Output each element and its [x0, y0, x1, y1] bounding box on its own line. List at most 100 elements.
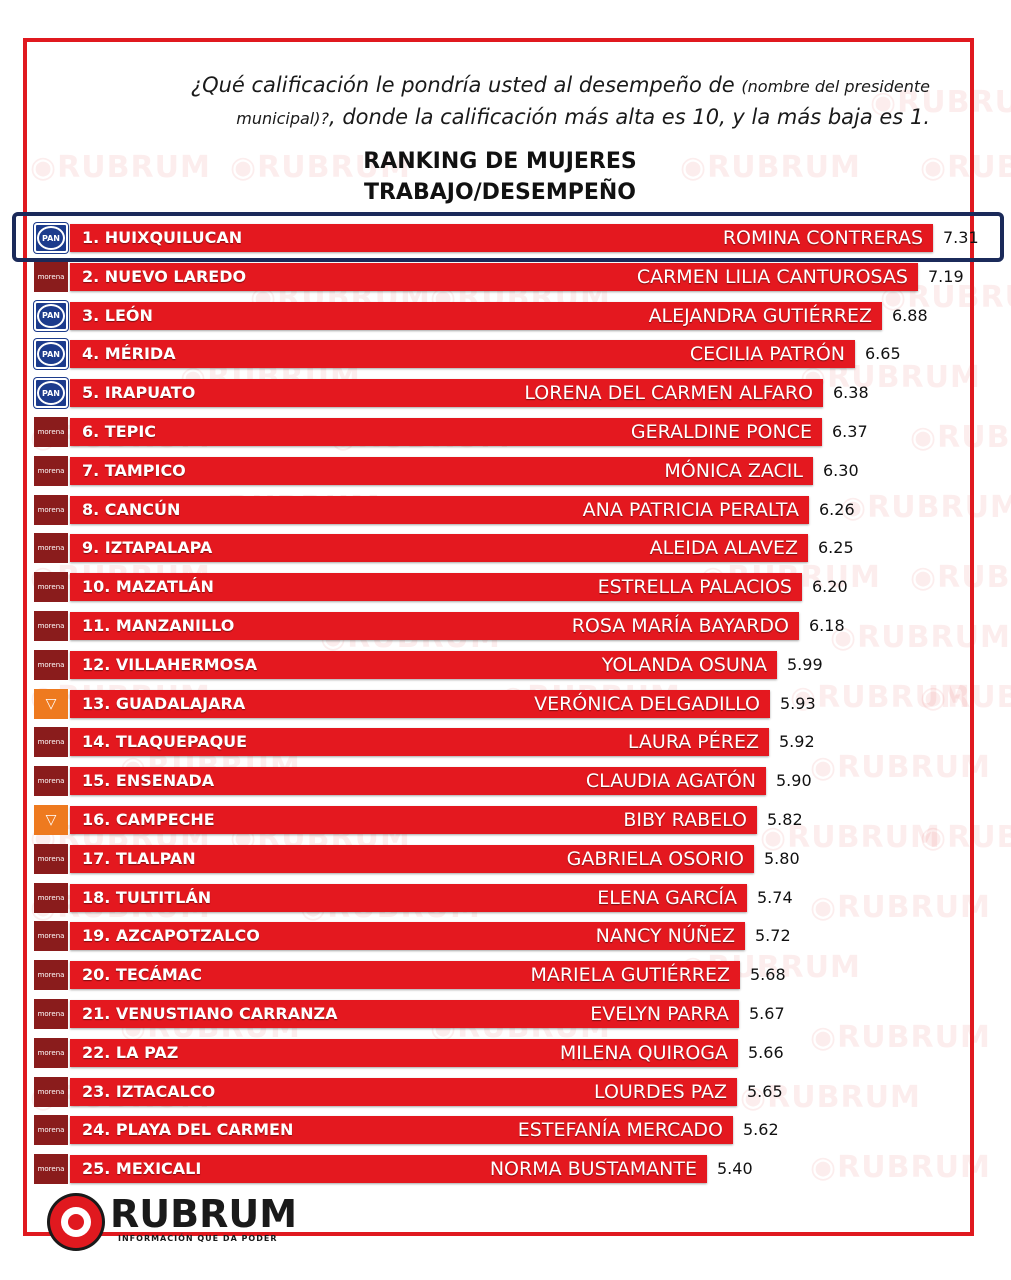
score-value-label: 6.65 [865, 344, 901, 364]
score-value-label: 5.82 [767, 810, 803, 829]
ranking-row: PAN 4. MÉRIDA CECILIA PATRÓN 6.65 [0, 333, 1011, 371]
score-value-label: 5.80 [764, 848, 800, 868]
mayor-name-label: ROSA MARÍA BAYARDO [571, 615, 789, 637]
mayor-name-label: VERÓNICA DELGADILLO [534, 692, 760, 715]
municipality-label: 8. CANCÚN [82, 499, 181, 519]
brand-name: RUBRUM [110, 1192, 298, 1236]
rubrum-target-icon [50, 1196, 102, 1248]
morena-party-logo-icon: morena [34, 1115, 68, 1146]
party-logo-text: morena [37, 1087, 65, 1096]
ranking-row: morena 25. MEXICALI NORMA BUSTAMANTE 5.40 [0, 1148, 1011, 1186]
mayor-name-label: CECILIA PATRÓN [689, 343, 845, 366]
morena-party-logo-icon: morena [34, 843, 68, 874]
municipality-label: 20. TECÁMAC [82, 965, 202, 985]
municipality-label: 10. MAZATLÁN [82, 577, 214, 597]
party-logo-text: morena [37, 893, 65, 902]
party-logo-text: morena [37, 854, 65, 863]
score-value-label: 5.72 [755, 926, 791, 946]
municipality-label: 6. TEPIC [82, 422, 157, 441]
question-text-3: municipal)? [236, 109, 329, 128]
mayor-name-label: MILENA QUIROGA [559, 1041, 728, 1064]
municipality-label: 24. PLAYA DEL CARMEN [82, 1120, 294, 1140]
morena-party-logo-icon: morena [34, 649, 68, 680]
score-bar: 14. TLAQUEPAQUE LAURA PÉREZ [70, 728, 769, 757]
ranking-row: morena 2. NUEVO LAREDO CARMEN LILIA CANTUR… [0, 256, 1011, 294]
score-value-label: 5.62 [743, 1120, 779, 1140]
party-logo-text: morena [37, 738, 65, 747]
pan-party-logo-icon: PAN [34, 300, 68, 331]
municipality-label: 11. MANZANILLO [82, 616, 235, 635]
ranking-row: morena 19. AZCAPOTZALCO NANCY NÚÑEZ 5.72 [0, 915, 1011, 953]
score-value-label: 5.66 [748, 1042, 784, 1062]
score-value-label: 5.93 [780, 693, 816, 713]
ranking-row: morena 17. TLALPAN GABRIELA OSORIO 5.80 [0, 838, 1011, 876]
ranking-row: morena 14. TLAQUEPAQUE LAURA PÉREZ 5.92 [0, 721, 1011, 759]
score-value-label: 6.20 [812, 577, 848, 597]
party-logo-text: morena [37, 466, 65, 475]
ranking-row: morena 18. TULTITLÁN ELENA GARCÍA 5.74 [0, 877, 1011, 915]
morena-party-logo-icon: morena [34, 455, 68, 486]
party-logo-text: ▽ [45, 695, 57, 712]
score-value-label: 5.90 [776, 771, 812, 791]
morena-party-logo-icon: morena [34, 533, 68, 564]
mayor-name-label: GABRIELA OSORIO [566, 847, 744, 870]
mayor-name-label: LORENA DEL CARMEN ALFARO [524, 382, 813, 405]
morena-party-logo-icon: morena [34, 572, 68, 603]
party-logo-text: morena [37, 777, 65, 786]
morena-party-logo-icon: morena [34, 960, 68, 991]
score-bar: 15. ENSENADA CLAUDIA AGATÓN [70, 767, 766, 796]
party-logo-text: PAN [37, 303, 65, 328]
score-bar: 19. AZCAPOTZALCO NANCY NÚÑEZ [70, 922, 745, 951]
score-value-label: 7.19 [928, 266, 964, 286]
ranking-row: PAN 3. LEÓN ALEJANDRA GUTIÉRREZ 6.88 [0, 295, 1011, 333]
score-bar: 13. GUADALAJARA VERÓNICA DELGADILLO [70, 689, 770, 718]
morena-party-logo-icon: morena [34, 494, 68, 525]
ranking-row: morena 15. ENSENADA CLAUDIA AGATÓN 5.90 [0, 760, 1011, 798]
score-value-label: 5.65 [747, 1081, 783, 1101]
top-rank-highlight [12, 212, 1004, 262]
survey-question: ¿Qué calificación le pondría usted al de… [50, 70, 930, 134]
morena-party-logo-icon: morena [34, 766, 68, 797]
morena-party-logo-icon: morena [34, 1076, 68, 1107]
municipality-label: 19. AZCAPOTZALCO [82, 926, 260, 946]
party-logo-text: morena [37, 1048, 65, 1057]
municipality-label: 5. IRAPUATO [82, 383, 196, 403]
question-text-1: ¿Qué calificación le pondría usted al de… [190, 73, 735, 97]
score-value-label: 6.37 [832, 422, 868, 441]
party-logo-text: PAN [37, 381, 65, 406]
party-logo-text: PAN [37, 226, 65, 250]
score-bar: 1. HUIXQUILUCAN ROMINA CONTRERAS [70, 224, 933, 252]
score-value-label: 6.26 [819, 499, 855, 519]
score-bar: 21. VENUSTIANO CARRANZA EVELYN PARRA [70, 1000, 739, 1028]
mayor-name-label: LAURA PÉREZ [627, 731, 759, 754]
mayor-name-label: LOURDES PAZ [594, 1080, 727, 1103]
municipality-label: 25. MEXICALI [82, 1159, 202, 1179]
ranking-row: ▽ 16. CAMPECHE BIBY RABELO 5.82 [0, 799, 1011, 837]
party-logo-text: morena [37, 428, 65, 436]
party-logo-text: morena [37, 660, 65, 669]
ranking-row: morena 9. IZTAPALAPA ALEIDA ALAVEZ 6.25 [0, 527, 1011, 565]
party-logo-text: morena [37, 1165, 65, 1174]
municipality-label: 4. MÉRIDA [82, 344, 176, 364]
municipality-label: 2. NUEVO LAREDO [82, 266, 247, 286]
score-bar: 11. MANZANILLO ROSA MARÍA BAYARDO [70, 612, 799, 640]
mayor-name-label: ESTRELLA PALACIOS [597, 576, 792, 599]
ranking-row: morena 8. CANCÚN ANA PATRICIA PERALTA 6.26 [0, 489, 1011, 527]
municipality-label: 16. CAMPECHE [82, 810, 215, 829]
score-value-label: 6.88 [892, 305, 928, 325]
morena-party-logo-icon: morena [34, 261, 68, 292]
rubrum-logo: RUBRUM INFORMACIÓN QUE DA PODER [50, 1192, 330, 1256]
score-bar: 5. IRAPUATO LORENA DEL CARMEN ALFARO [70, 379, 823, 408]
score-value-label: 5.68 [750, 965, 786, 985]
municipality-label: 23. IZTACALCO [82, 1081, 216, 1101]
party-logo-text: morena [37, 971, 65, 980]
party-logo-text: morena [37, 583, 65, 592]
morena-party-logo-icon: morena [34, 611, 68, 641]
party-logo-text: morena [37, 544, 65, 553]
municipality-label: 14. TLAQUEPAQUE [82, 732, 248, 752]
ranking-row: morena 23. IZTACALCO LOURDES PAZ 5.65 [0, 1071, 1011, 1109]
ranking-row: morena 12. VILLAHERMOSA YOLANDA OSUNA 5.99 [0, 644, 1011, 682]
score-bar: 7. TAMPICO MÓNICA ZACIL [70, 456, 813, 485]
mayor-name-label: CARMEN LILIA CANTUROSAS [636, 265, 908, 288]
ranking-row: morena 21. VENUSTIANO CARRANZA EVELYN PARR… [0, 993, 1011, 1031]
